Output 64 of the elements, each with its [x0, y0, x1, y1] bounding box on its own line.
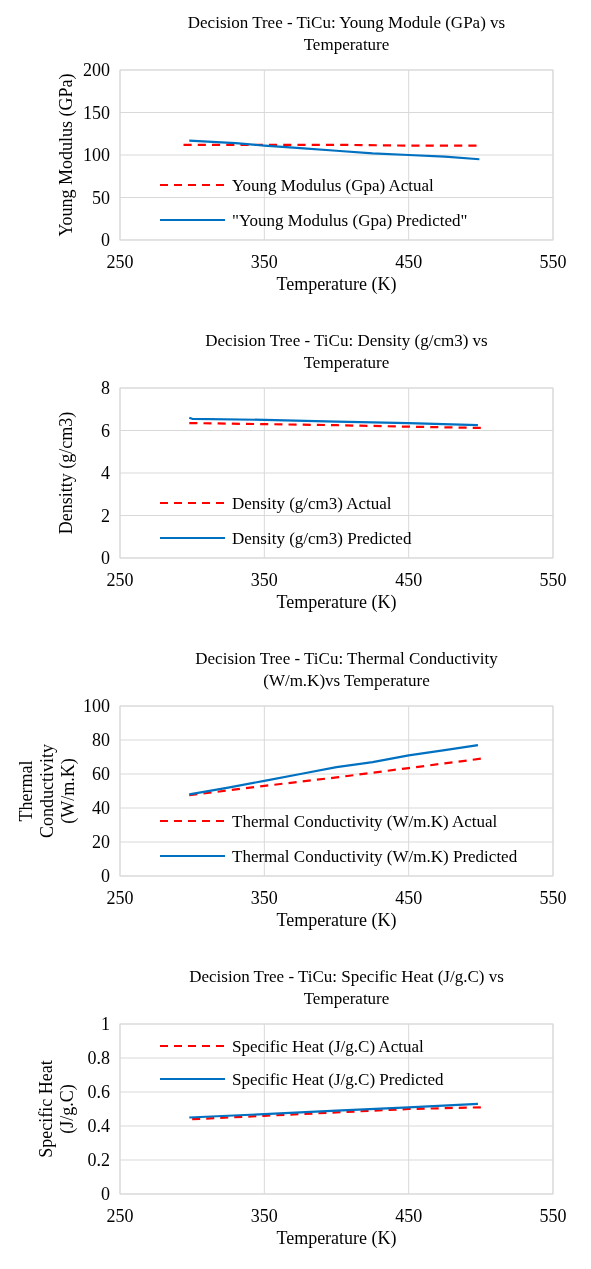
y-axis-title: Specific Heat (J/g.C): [36, 1060, 78, 1158]
legend-label: Specific Heat (J/g.C) Actual: [232, 1036, 424, 1056]
y-tick-label: 2: [101, 505, 110, 526]
x-axis-title: Temperature (K): [276, 592, 397, 613]
y-tick-label: 100: [83, 145, 110, 166]
y-tick-label: 150: [83, 102, 110, 123]
legend-label: Young Modulus (Gpa) Actual: [232, 175, 435, 195]
y-tick-label: 40: [92, 798, 110, 819]
x-axis-title: Temperature (K): [276, 274, 397, 295]
x-tick-label: 350: [250, 888, 278, 908]
x-tick-label: 550: [539, 252, 567, 272]
y-tick-label: 0.4: [87, 1116, 110, 1137]
y-tick-label: 80: [92, 730, 110, 751]
x-tick-label: 550: [539, 888, 567, 908]
x-tick-label: 450: [395, 888, 423, 908]
y-tick-label: 0: [101, 1184, 110, 1205]
legend-label: "Young Modulus (Gpa) Predicted": [232, 210, 468, 230]
x-tick-label: 350: [250, 252, 278, 272]
y-tick-label: 200: [83, 60, 110, 81]
x-tick-label: 250: [106, 1206, 134, 1226]
y-tick-label: 4: [101, 463, 110, 484]
line-series: [188, 139, 481, 161]
x-axis-title: Temperature (K): [276, 1228, 397, 1249]
y-axis-title: Young Modulus (GPa): [56, 73, 77, 237]
chart-title: Decision Tree - TiCu: Specific Heat (J/g.C) vs Temperature: [189, 967, 504, 1008]
y-tick-label: 0: [101, 230, 110, 251]
y-tick-label: 0: [101, 548, 110, 569]
y-tick-label: 20: [92, 832, 110, 853]
y-tick-label: 0.8: [87, 1048, 110, 1069]
legend-label: Density (g/cm3) Actual: [232, 493, 392, 513]
y-axis-title: Densitty (g/cm3): [56, 411, 77, 535]
x-tick-label: 250: [106, 252, 134, 272]
y-axis-title: Thermal Conductivity (W/m.K): [16, 744, 79, 838]
line-series: [191, 1106, 482, 1121]
x-tick-label: 550: [539, 1206, 567, 1226]
y-tick-label: 0: [101, 866, 110, 887]
x-tick-label: 450: [395, 1206, 423, 1226]
x-axis-title: Temperature (K): [276, 910, 397, 931]
y-tick-label: 60: [92, 764, 110, 785]
chart-title: Decision Tree - TiCu: Density (g/cm3) vs Temperature: [205, 331, 488, 372]
y-tick-label: 50: [92, 187, 110, 208]
y-tick-label: 0.6: [87, 1082, 110, 1103]
legend-label: Density (g/cm3) Predicted: [232, 528, 412, 548]
x-tick-label: 450: [395, 252, 423, 272]
x-tick-label: 250: [106, 570, 134, 590]
x-tick-label: 450: [395, 570, 423, 590]
y-tick-label: 8: [101, 378, 110, 399]
y-tick-label: 1: [101, 1014, 110, 1035]
x-tick-label: 350: [250, 570, 278, 590]
line-series: [188, 416, 480, 427]
x-tick-label: 350: [250, 1206, 278, 1226]
line-series: [188, 1102, 480, 1119]
chart-title: Decision Tree - TiCu: Young Module (GPa) vs Temperature: [187, 13, 506, 54]
line-series: [188, 757, 482, 797]
legend-label: Thermal Conductivity (W/m.K) Predicted: [232, 846, 518, 866]
line-series: [188, 744, 480, 796]
legend-label: Thermal Conductivity (W/m.K) Actual: [232, 811, 498, 831]
legend-label: Specific Heat (J/g.C) Predicted: [232, 1069, 444, 1089]
x-tick-label: 250: [106, 888, 134, 908]
chart-title: Decision Tree - TiCu: Thermal Conductivity (W/m.K)vs Temperature: [195, 649, 499, 690]
x-tick-label: 550: [539, 570, 567, 590]
y-tick-label: 6: [101, 420, 110, 441]
y-tick-label: 100: [83, 696, 110, 717]
y-tick-label: 0.2: [87, 1150, 110, 1171]
